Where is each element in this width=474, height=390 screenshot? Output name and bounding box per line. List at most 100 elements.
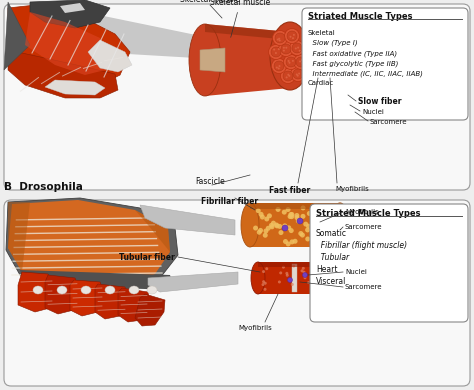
Circle shape (327, 241, 332, 246)
Circle shape (300, 232, 305, 238)
Circle shape (275, 52, 277, 54)
Polygon shape (135, 294, 165, 326)
Circle shape (299, 60, 301, 62)
Circle shape (264, 288, 266, 291)
Circle shape (346, 89, 348, 92)
Circle shape (332, 84, 335, 87)
Circle shape (285, 272, 288, 275)
Polygon shape (192, 35, 240, 65)
Circle shape (291, 283, 294, 286)
Ellipse shape (241, 203, 259, 247)
Circle shape (293, 69, 303, 79)
Circle shape (349, 80, 352, 83)
Circle shape (281, 44, 291, 54)
Circle shape (332, 83, 335, 86)
Circle shape (323, 216, 328, 221)
Polygon shape (148, 272, 238, 292)
Text: Sarcomere: Sarcomere (345, 224, 383, 230)
Circle shape (279, 39, 281, 41)
Ellipse shape (365, 76, 371, 78)
Circle shape (343, 80, 346, 82)
Circle shape (276, 67, 278, 69)
Polygon shape (200, 48, 225, 72)
Circle shape (288, 278, 292, 282)
Polygon shape (60, 7, 230, 60)
Circle shape (282, 210, 287, 215)
Circle shape (271, 221, 276, 226)
Text: Myofibrils: Myofibrils (238, 325, 272, 331)
Circle shape (288, 75, 291, 77)
Circle shape (354, 81, 358, 85)
Circle shape (257, 230, 262, 235)
Circle shape (346, 80, 350, 84)
Polygon shape (330, 77, 365, 92)
Circle shape (275, 207, 281, 212)
Circle shape (272, 58, 286, 73)
Text: Fast fiber: Fast fiber (269, 186, 310, 195)
Text: Fascicle: Fascicle (195, 177, 225, 186)
Circle shape (297, 74, 299, 77)
Circle shape (293, 55, 309, 69)
Text: Striated Muscle Types: Striated Muscle Types (316, 209, 420, 218)
Circle shape (302, 273, 308, 278)
Circle shape (278, 280, 281, 284)
Circle shape (316, 214, 321, 219)
Circle shape (335, 85, 338, 87)
Circle shape (264, 282, 267, 285)
Circle shape (292, 37, 294, 39)
Circle shape (343, 80, 346, 83)
Circle shape (325, 236, 330, 241)
Circle shape (264, 216, 269, 222)
Circle shape (258, 228, 263, 233)
Circle shape (291, 67, 306, 82)
Circle shape (273, 30, 288, 46)
Circle shape (267, 213, 272, 218)
Circle shape (286, 57, 296, 67)
Circle shape (292, 60, 294, 62)
Circle shape (343, 82, 345, 85)
FancyBboxPatch shape (4, 200, 470, 386)
Text: Nuclei: Nuclei (345, 269, 367, 275)
Circle shape (286, 76, 288, 78)
Circle shape (287, 74, 289, 76)
Polygon shape (8, 50, 118, 98)
Circle shape (285, 207, 291, 212)
Circle shape (324, 278, 327, 281)
Text: Myofibrils: Myofibrils (335, 186, 369, 192)
Text: Fast oxidative (Type IIA): Fast oxidative (Type IIA) (308, 50, 397, 57)
Polygon shape (8, 4, 130, 85)
Circle shape (301, 62, 303, 64)
Text: B  Drosophila: B Drosophila (4, 182, 83, 192)
Circle shape (307, 211, 312, 216)
Circle shape (353, 78, 356, 81)
Circle shape (339, 88, 341, 90)
Circle shape (305, 227, 310, 232)
Circle shape (314, 264, 317, 268)
Circle shape (262, 283, 264, 286)
Circle shape (303, 222, 308, 227)
Circle shape (320, 223, 325, 229)
Polygon shape (8, 202, 30, 272)
Circle shape (301, 206, 306, 210)
Text: Somatic: Somatic (316, 229, 347, 238)
Circle shape (262, 280, 265, 283)
Text: Tubular: Tubular (316, 253, 349, 262)
Circle shape (357, 76, 359, 79)
Circle shape (311, 288, 314, 291)
Circle shape (274, 223, 279, 227)
Text: Sarcomere: Sarcomere (370, 119, 408, 125)
Text: Nuclei: Nuclei (362, 109, 384, 115)
Ellipse shape (325, 262, 339, 294)
Text: Skeletal muscle: Skeletal muscle (180, 0, 240, 4)
Polygon shape (18, 272, 55, 312)
Text: Tubular fiber: Tubular fiber (119, 252, 175, 262)
Ellipse shape (105, 286, 115, 294)
Circle shape (259, 212, 264, 217)
Circle shape (271, 47, 281, 57)
Polygon shape (95, 284, 128, 319)
Circle shape (332, 89, 334, 92)
Circle shape (281, 69, 295, 83)
Circle shape (278, 230, 283, 235)
Text: Fast glycolytic (Type IIB): Fast glycolytic (Type IIB) (308, 60, 398, 67)
Polygon shape (45, 80, 105, 95)
